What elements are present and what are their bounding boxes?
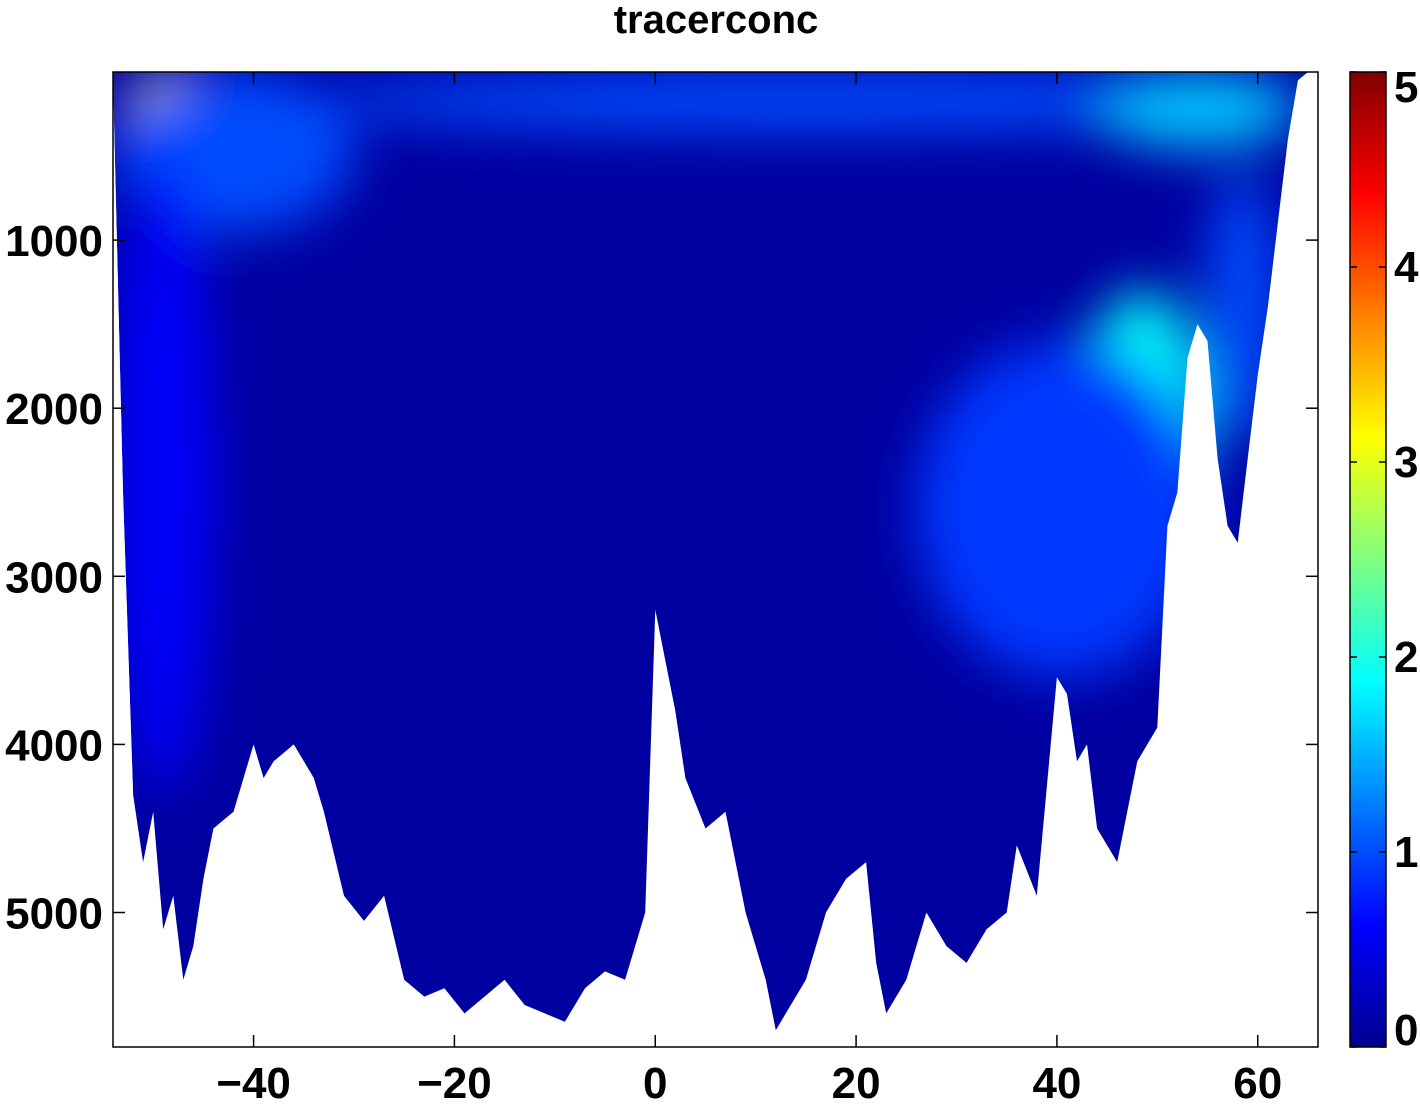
- colorbar-tick-label: 3: [1394, 438, 1418, 487]
- x-tick-label: −20: [417, 1059, 492, 1101]
- y-tick-label: 5000: [5, 890, 103, 939]
- tracer-feature-5: [113, 156, 214, 795]
- tracer-feature-7: [916, 340, 1208, 678]
- x-tick-label: 60: [1233, 1059, 1282, 1101]
- x-tick-label: 20: [832, 1059, 881, 1101]
- colorbar-tick-label: 2: [1394, 633, 1418, 682]
- x-tick-label: 40: [1032, 1059, 1081, 1101]
- y-tick-label: 2000: [5, 385, 103, 434]
- colorbar-tick-label: 0: [1394, 1006, 1418, 1055]
- x-axis: −40 −20 0 20 40 60: [216, 72, 1282, 1106]
- tracer-feature-4: [1097, 72, 1298, 148]
- x-tick-label: −40: [216, 1059, 291, 1101]
- left-wall-mask: [113, 72, 134, 795]
- y-tick-label: 1000: [5, 217, 103, 266]
- tracer-feature-3: [313, 72, 1318, 131]
- y-tick-label: 3000: [5, 553, 103, 602]
- colorbar-tick-label: 1: [1394, 828, 1418, 877]
- y-axis: 1000 2000 3000 4000 5000: [5, 217, 1318, 939]
- colorbar: 0 1 2 3 4 5: [1349, 63, 1419, 1055]
- plot-area: −40 −20 0 20 40 60 1000 2000 3000 4000 5000: [5, 71, 1319, 1106]
- colorbar-tick-label: 4: [1394, 243, 1419, 292]
- plot-frame: [112, 71, 1319, 1048]
- chart-title: tracerconc: [614, 0, 819, 42]
- y-tick-label: 4000: [5, 721, 103, 770]
- colorbar-gradient: [1349, 71, 1387, 1048]
- x-tick-label: 0: [643, 1059, 667, 1101]
- bathymetry-mask: [113, 72, 1318, 1047]
- colorbar-tick-label: 5: [1394, 63, 1418, 112]
